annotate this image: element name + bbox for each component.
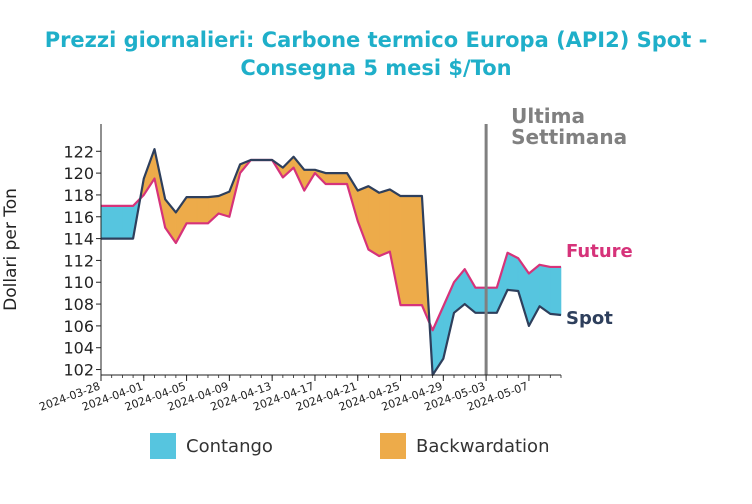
contango-fill-36	[485, 287, 498, 314]
contango-fill-0	[100, 205, 112, 239]
y-axis-label: Dollari per Ton	[1, 188, 21, 311]
contango-fill-42	[550, 266, 562, 316]
backwardation-fill-28	[410, 195, 423, 306]
series-lines	[101, 148, 562, 377]
contango-fill-1	[111, 205, 123, 239]
legend-label-backwardation: Backwardation	[416, 435, 550, 457]
backwardation-fill-25	[378, 189, 391, 257]
y-tick-label-110: 110	[63, 273, 94, 292]
legend-item-backwardation: Backwardation	[380, 432, 549, 460]
y-tick-label-106: 106	[63, 317, 94, 336]
backwardation-fill-24	[368, 185, 380, 257]
spot-end-label: Spot	[566, 308, 613, 329]
contango-fill-39	[517, 257, 530, 326]
last-week-label-line-2: Settimana	[511, 125, 627, 149]
chart-title-line-2: Consegna 5 mesi $/Ton	[240, 56, 512, 80]
contango-fill-2	[122, 205, 134, 239]
y-tick-label-104: 104	[63, 339, 94, 358]
chart-title-line-1: Prezzi giornalieri: Carbone termico Euro…	[44, 28, 708, 52]
y-tick-label-120: 120	[63, 164, 94, 183]
spot-line	[101, 148, 562, 377]
future-line	[101, 158, 561, 332]
future-end-label: Future	[566, 241, 633, 262]
y-tick-label-108: 108	[63, 295, 94, 314]
backwardation-fill-26	[389, 188, 401, 306]
backwardation-fill-27	[400, 195, 412, 306]
backwardation-fill-10	[196, 196, 209, 224]
backwardation-fill-23	[357, 185, 369, 250]
backwardation-fill-9	[186, 196, 198, 224]
last-week-label-line-1: Ultima	[511, 104, 585, 128]
chart-title: Prezzi giornalieri: Carbone termico Euro…	[0, 26, 752, 82]
y-tick-label-102: 102	[63, 361, 94, 380]
series-end-labels: Future Spot	[566, 241, 633, 329]
backwardation-fill-21	[336, 172, 348, 185]
y-tick-label-122: 122	[63, 142, 94, 161]
legend-label-contango: Contango	[186, 435, 273, 457]
y-tick-label-112: 112	[63, 251, 94, 270]
y-tick-label-116: 116	[63, 208, 94, 227]
legend-item-contango: Contango	[150, 432, 273, 460]
y-tick-label-118: 118	[63, 186, 94, 205]
y-tick-label-114: 114	[63, 230, 94, 249]
legend-swatch-contango	[150, 433, 176, 459]
legend-swatch-backwardation	[380, 433, 406, 459]
contango-fill-35	[475, 287, 487, 314]
backwardation-fill-20	[325, 172, 337, 185]
